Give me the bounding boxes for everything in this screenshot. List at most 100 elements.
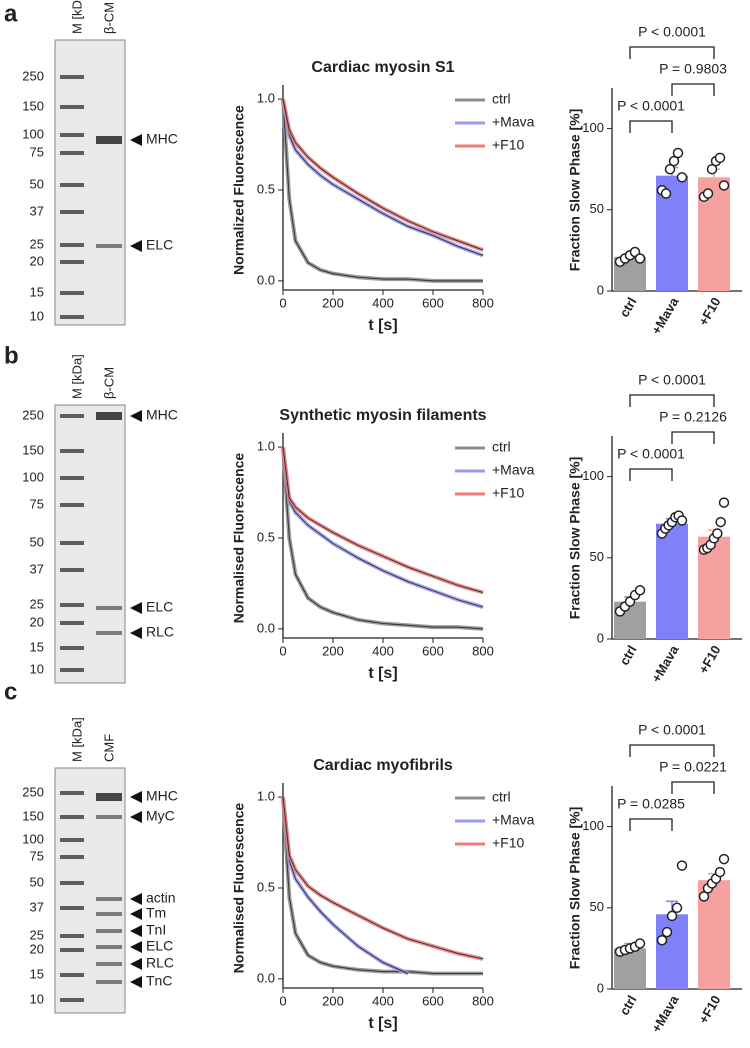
significance-bracket xyxy=(671,781,715,794)
y-axis-label: Fraction Slow Phase [%] xyxy=(567,457,583,620)
y-axis-label: Fraction Slow Phase [%] xyxy=(567,807,583,970)
gel xyxy=(54,767,126,1014)
x-tick-label: +F10 xyxy=(696,643,724,676)
band-arrow xyxy=(130,791,142,803)
lane-header: CMF xyxy=(101,734,116,762)
panel-row: b M [kDa] β-CM 250 150 100 75 50 37 25 20 15 10 MHC EL… xyxy=(4,342,178,684)
band-arrow xyxy=(130,908,142,920)
sample-band xyxy=(96,244,122,248)
marker-label: 25 xyxy=(30,927,44,942)
sample-band xyxy=(96,962,122,966)
significance-label: P = 0.9803 xyxy=(659,61,727,77)
marker-label: 37 xyxy=(30,899,44,914)
marker-band xyxy=(60,260,84,264)
sample-band xyxy=(96,929,122,933)
marker-label: 20 xyxy=(30,614,44,629)
y-tick-label: 1.0 xyxy=(257,91,275,106)
marker-band xyxy=(60,105,84,109)
marker-label: 75 xyxy=(30,144,44,159)
y-tick-label: 0.5 xyxy=(257,529,275,544)
lane-header: M [kDa] xyxy=(69,717,84,762)
series-line xyxy=(281,98,483,283)
marker-band xyxy=(60,998,84,1002)
band-arrow xyxy=(130,627,142,639)
x-axis-label: t [s] xyxy=(368,1015,397,1032)
marker-band xyxy=(60,855,84,859)
legend-label: +Mava xyxy=(492,812,535,828)
y-tick-label: 100 xyxy=(582,120,604,135)
legend-label: +F10 xyxy=(492,835,525,851)
data-point xyxy=(668,155,680,167)
band-label: MHC xyxy=(146,788,178,804)
marker-label: 50 xyxy=(30,176,44,191)
y-tick-label: 0 xyxy=(597,980,604,995)
y-tick-label: 0.0 xyxy=(257,620,275,635)
significance-label: P = 0.2126 xyxy=(659,409,727,425)
y-tick-label: 0.0 xyxy=(257,272,275,287)
marker-band xyxy=(60,973,84,977)
marker-band xyxy=(60,183,84,187)
fit-line xyxy=(282,797,484,960)
data-point xyxy=(656,935,668,946)
band-label: ELC xyxy=(146,237,173,253)
marker-label: 150 xyxy=(22,98,44,113)
marker-label: 10 xyxy=(30,991,44,1006)
significance-label: P = 0.0285 xyxy=(617,796,685,812)
series-line xyxy=(281,796,484,961)
band-arrow xyxy=(130,811,142,823)
fit-line xyxy=(282,99,484,256)
sample-band xyxy=(96,412,122,420)
marker-label: 20 xyxy=(30,941,44,956)
lane-header: β-CM S1 xyxy=(101,0,116,34)
y-tick-label: 1.0 xyxy=(257,439,275,454)
x-axis-label: t [s] xyxy=(368,665,397,682)
band-label: ELC xyxy=(146,599,173,615)
significance-bracket xyxy=(671,431,715,444)
legend-label: +F10 xyxy=(492,485,525,501)
band-arrow xyxy=(130,941,142,953)
band-label: MHC xyxy=(146,407,178,423)
chart-title: Synthetic myosin filaments xyxy=(279,407,486,424)
y-tick-label: 100 xyxy=(582,468,604,483)
fit-line xyxy=(282,447,484,608)
band-label: MyC xyxy=(146,808,175,824)
band-arrow xyxy=(130,410,142,422)
y-tick-label: 0.5 xyxy=(257,181,275,196)
chart-title: Cardiac myosin S1 xyxy=(311,59,454,76)
x-tick-label: 800 xyxy=(472,643,494,658)
x-tick-label: 600 xyxy=(422,993,444,1008)
fit-line xyxy=(282,99,484,251)
data-point xyxy=(671,902,683,914)
band-label: MHC xyxy=(146,131,178,147)
sample-band xyxy=(96,793,122,801)
chart-title: Cardiac myofibrils xyxy=(313,757,453,774)
band-arrow xyxy=(130,976,142,988)
x-tick-label: 200 xyxy=(322,643,344,658)
marker-band xyxy=(60,291,84,295)
data-point xyxy=(676,515,688,526)
x-tick-label: ctrl xyxy=(616,993,639,1018)
y-tick-label: 0 xyxy=(597,630,604,645)
x-tick-label: +F10 xyxy=(696,295,724,328)
marker-label: 25 xyxy=(30,596,44,611)
marker-band xyxy=(60,151,84,155)
significance-bracket xyxy=(629,744,715,757)
panel-row: a M [kDa] β-CM S1 250 150 100 75 50 37 25 20 15 10 MH… xyxy=(4,0,178,326)
marker-label: 37 xyxy=(30,203,44,218)
significance-bracket xyxy=(629,46,715,59)
data-point xyxy=(676,172,688,183)
panel-letter: b xyxy=(4,342,19,369)
series-line xyxy=(281,98,484,258)
data-point xyxy=(718,497,730,508)
data-point xyxy=(714,866,726,878)
marker-label: 15 xyxy=(30,639,44,654)
x-tick-label: +Mava xyxy=(649,992,682,1035)
x-tick-label: 0 xyxy=(279,295,286,310)
marker-band xyxy=(60,449,84,453)
legend-label: ctrl xyxy=(492,91,511,107)
significance-label: P < 0.0001 xyxy=(617,446,685,462)
sample-band xyxy=(96,606,122,610)
data-point xyxy=(706,163,718,175)
